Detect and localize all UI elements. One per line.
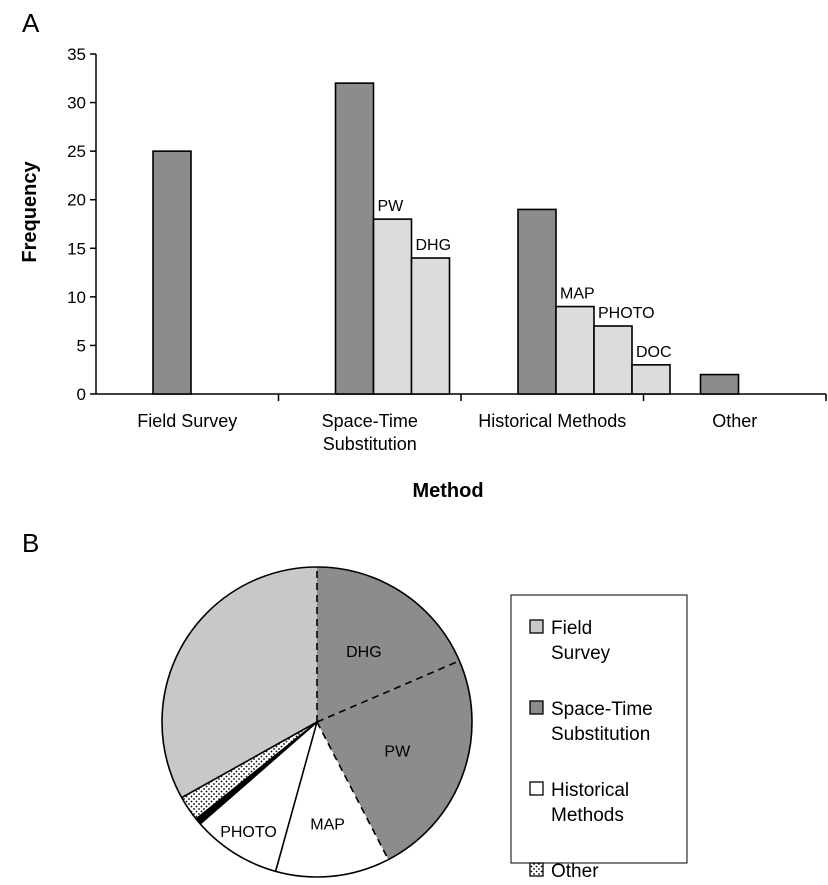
- x-category-label: Other: [712, 411, 757, 431]
- y-tick-label: 25: [67, 142, 86, 161]
- legend-label: Methods: [551, 805, 624, 826]
- bar: [410, 257, 451, 395]
- y-tick-label: 5: [77, 336, 86, 355]
- pie-slice-divider: [274, 721, 318, 872]
- legend-label: Substitution: [551, 724, 650, 745]
- pie-slice: [200, 722, 317, 872]
- pie-slice: [181, 722, 317, 819]
- y-axis-title: Frequency: [19, 161, 41, 263]
- bar: [631, 364, 671, 395]
- pie-slice-divider: [316, 660, 460, 723]
- pie-slice: [317, 660, 473, 860]
- legend-swatch: [529, 781, 544, 796]
- pie-slice-divider: [199, 721, 318, 825]
- bar: [555, 305, 595, 395]
- legend-swatch: [529, 862, 544, 877]
- x-category-label: Space-Time: [322, 411, 418, 431]
- pie-chart-panel: B DHG PW MAP PHOTO Field Survey Space-Time Sub…: [22, 528, 688, 882]
- pie-slice-label: PHOTO: [220, 824, 277, 841]
- legend-label: Historical: [551, 780, 629, 801]
- bar: [152, 150, 192, 395]
- legend-label: Space-Time: [551, 699, 653, 720]
- x-axis-title: Method: [412, 480, 483, 502]
- bar-data-label: DOC: [636, 344, 672, 361]
- y-tick-label: 0: [77, 385, 86, 404]
- legend-frame: [510, 594, 688, 864]
- legend-label: Survey: [551, 643, 611, 664]
- legend-label: Field: [551, 618, 592, 639]
- pie-slice-divider: [316, 721, 390, 860]
- pie-slice: [275, 722, 389, 878]
- legend-label: Other: [551, 861, 599, 882]
- pie-slice-label: PW: [384, 744, 411, 761]
- bar: [517, 208, 557, 395]
- bar-chart-plot: 0 5 10 15 20 25 30 35 Field Survey PW DHG Space-Tim…: [67, 45, 827, 454]
- x-category-label: Historical Methods: [478, 411, 626, 431]
- bar-data-label: DHG: [416, 237, 452, 254]
- pie-slice-divider: [195, 721, 318, 820]
- bar-chart-panel: A Frequency Method 0 5 10 15 20 25 30 35 Field S…: [19, 8, 827, 502]
- bar-data-label: PW: [378, 198, 405, 215]
- panel-label-b: B: [22, 528, 39, 558]
- y-tick-label: 15: [67, 239, 86, 258]
- y-tick-label: 35: [67, 45, 86, 64]
- bar-data-label: MAP: [560, 286, 595, 303]
- pie-slice-label: DHG: [346, 644, 382, 661]
- y-tick-label: 10: [67, 288, 86, 307]
- bar: [593, 325, 633, 395]
- pie-slice: [161, 567, 317, 798]
- pie-slice-label: MAP: [310, 817, 345, 834]
- bar: [372, 218, 413, 395]
- pie-slice-divider: [181, 721, 318, 799]
- bar-data-label: PHOTO: [598, 305, 655, 322]
- pie-slice: [317, 567, 460, 722]
- x-category-label: Substitution: [323, 434, 417, 454]
- legend-swatch: [529, 619, 544, 634]
- bar: [699, 373, 740, 395]
- y-tick-label: 20: [67, 191, 86, 210]
- pie-legend: Field Survey Space-Time Substitution Histori…: [510, 594, 688, 882]
- bar: [334, 82, 375, 395]
- panel-label-a: A: [22, 8, 40, 38]
- y-tick-label: 30: [67, 94, 86, 113]
- x-category-label: Field Survey: [137, 411, 237, 431]
- pie-outline: [161, 566, 473, 878]
- pie-chart-plot: DHG PW MAP PHOTO: [161, 566, 473, 878]
- legend-swatch: [529, 700, 544, 715]
